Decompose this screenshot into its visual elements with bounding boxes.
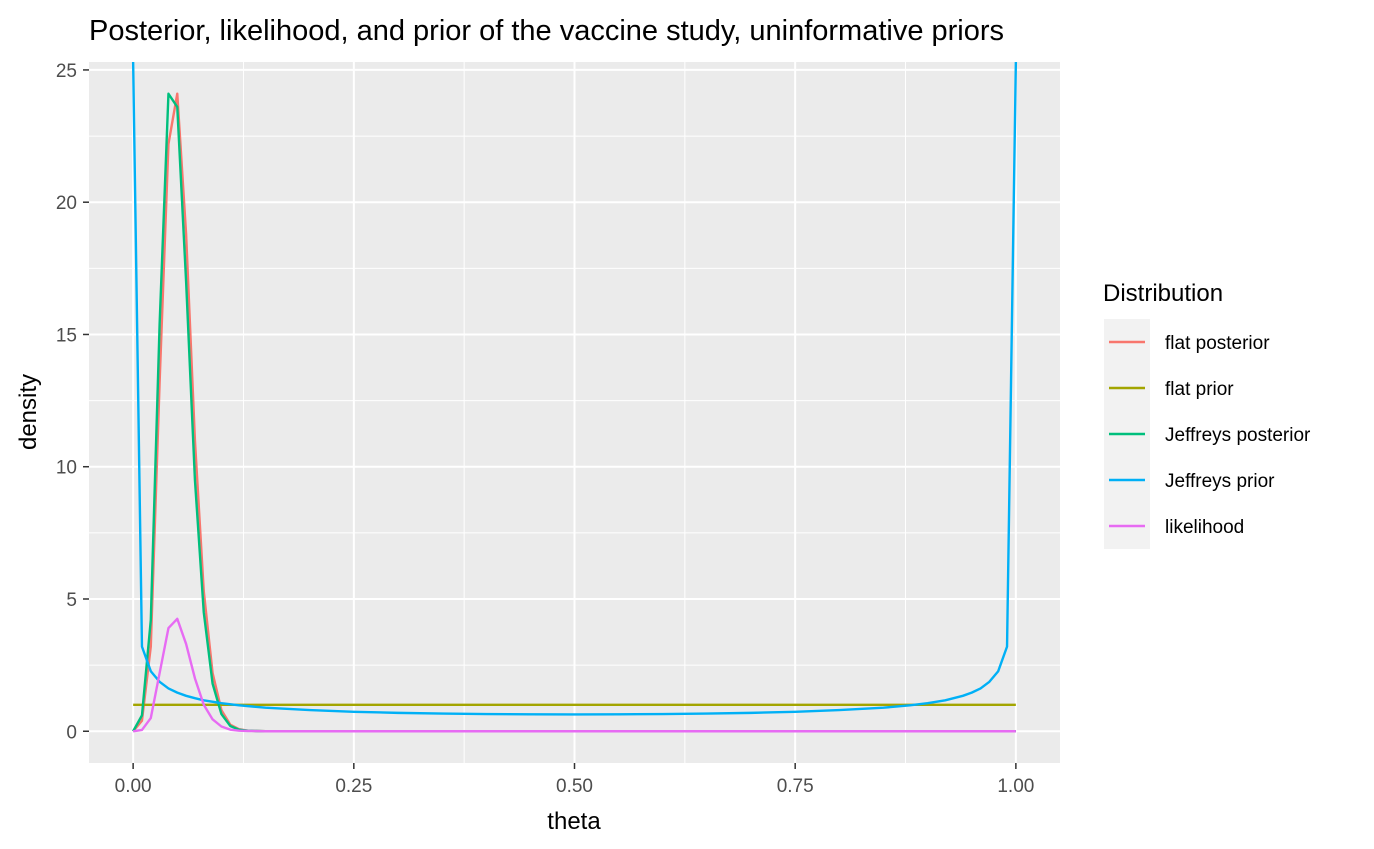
- series-line-likelihood: [132, 617, 1016, 733]
- y-tick-label: 5: [66, 590, 77, 611]
- legend-title: Distribution: [1103, 280, 1223, 307]
- chart-title: Posterior, likelihood, and prior of the …: [89, 15, 1004, 47]
- axes: 0.00 0.25 0.50 0.75 1.00 0 5 10 15 20 25: [56, 61, 1034, 797]
- series-line-jeffreys-prior: [131, 62, 1018, 716]
- series-lines: [131, 62, 1018, 733]
- x-tick-label: 0.75: [777, 776, 814, 797]
- legend: Distribution flat posterior flat prior Jef…: [1103, 280, 1311, 549]
- legend-label: flat posterior: [1165, 333, 1270, 354]
- y-tick-label: 20: [56, 193, 77, 214]
- x-axis-title: theta: [547, 808, 601, 835]
- y-axis-title: density: [15, 374, 42, 450]
- y-tick-label: 25: [56, 61, 77, 82]
- y-tick-label: 15: [56, 325, 77, 346]
- legend-label: flat prior: [1165, 379, 1234, 400]
- x-tick-label: 0.50: [556, 776, 593, 797]
- x-tick-label: 0.00: [115, 776, 152, 797]
- y-tick-label: 0: [66, 722, 77, 743]
- y-tick-label: 10: [56, 458, 77, 479]
- legend-label: Jeffreys posterior: [1165, 425, 1311, 446]
- legend-items: flat posterior flat prior Jeffreys posteri…: [1109, 333, 1311, 538]
- legend-label: likelihood: [1165, 517, 1244, 538]
- x-tick-label: 0.25: [335, 776, 372, 797]
- legend-label: Jeffreys prior: [1165, 471, 1275, 492]
- x-tick-label: 1.00: [997, 776, 1034, 797]
